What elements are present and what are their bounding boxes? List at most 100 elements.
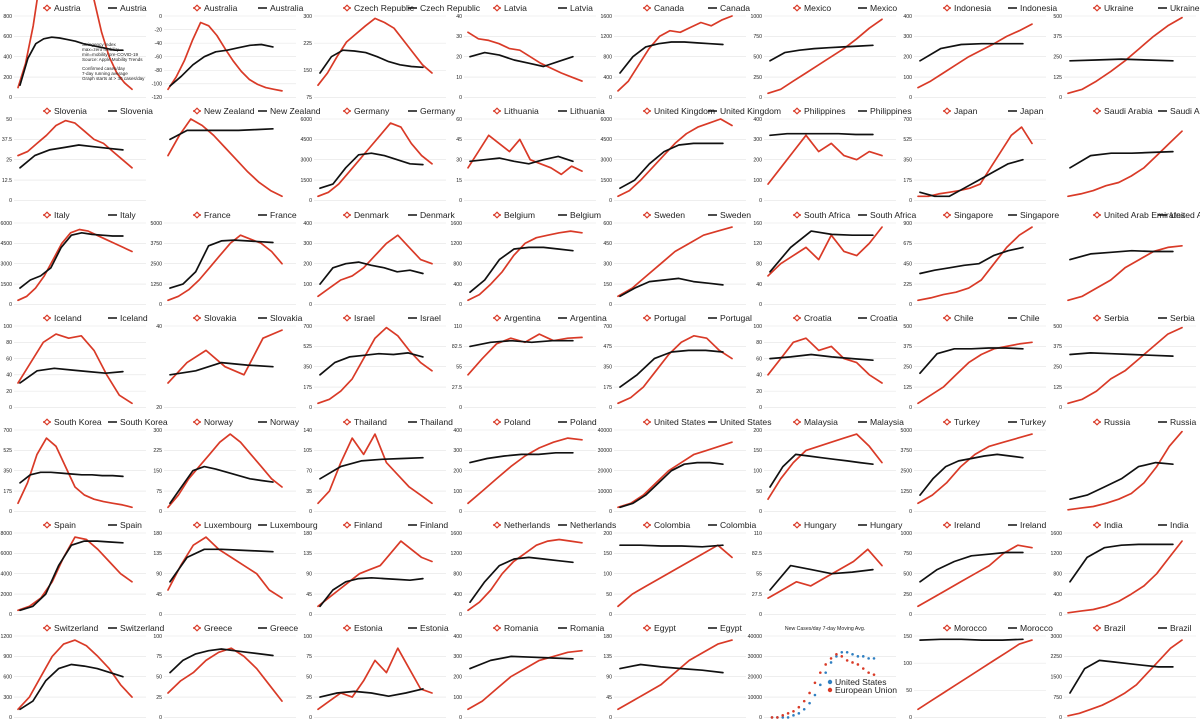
series-stringency-line [319,576,424,608]
data-point [792,710,795,713]
y-tick-label: 45 [156,592,162,598]
legend-diamond-icon [943,4,951,12]
legend-diamond-icon [943,314,951,322]
legend-stringency-label: Philippines [870,106,912,116]
y-tick-label: 1200 [1050,551,1062,557]
y-tick-label: 0 [459,199,462,205]
legend: France France [193,210,297,220]
y-tick-label: 350 [603,365,612,371]
legend-stringency-label: Denmark [420,210,456,220]
series-cases-line [317,647,433,711]
y-tick-label: 400 [453,634,462,640]
y-tick-label: 20000 [598,468,613,474]
series-stringency-line [919,551,1024,583]
chart-iceland: 100 80 60 40 20 0 Iceland Iceland [3,313,148,411]
chart-indonesia: 400 300 200 100 0 Indonesia Indonesia [903,3,1057,101]
y-tick-label: 4500 [600,138,612,144]
legend-diamond-icon [643,417,651,426]
data-point [851,661,854,665]
y-tick-label: 10000 [748,695,763,701]
y-tick-label: 20 [756,389,762,395]
chart-spain: 8000 6000 4000 2000 0 Spain Spain [0,520,146,618]
series-cases-line [467,134,583,176]
series-cases-line [17,120,133,170]
data-point [776,716,779,720]
y-tick-label: 80 [756,261,762,267]
y-tick-label: 55 [456,365,462,371]
y-tick-label: 50 [306,675,312,681]
y-tick-label: 400 [1053,592,1062,598]
series-cases-line [917,23,1033,89]
y-tick-label: 80 [756,340,762,346]
y-tick-label: 225 [903,282,912,288]
chart-russia: Russia Russia [1067,417,1196,511]
legend-cases-label: Hungary [804,520,837,530]
y-tick-label: 0 [459,612,462,618]
legend-diamond-icon [43,624,51,633]
legend-cases-label: Latvia [504,3,527,13]
series-stringency-line [469,556,574,604]
series-cases-line [317,122,433,198]
y-tick-label: 700 [303,324,312,330]
y-tick-label: 0 [159,302,162,308]
y-tick-label: 0 [9,199,12,205]
chart-chile: 500 375 250 125 0 Chile Chile [903,313,1046,411]
legend-stringency-label: Slovakia [270,313,303,323]
series-cases-line [467,538,583,612]
legend-diamond-icon [493,624,501,633]
y-tick-label: 175 [303,385,312,391]
y-tick-label: 0 [159,509,162,515]
legend: Philippines Philippines [793,106,911,116]
data-point [861,667,865,671]
legend-cases-label: India [1104,520,1123,530]
legend: Ireland Ireland [943,520,1046,530]
legend-stringency-label: Czech Republic [420,3,481,13]
legend-diamond-icon [793,314,801,322]
legend: Luxembourg Luxembourg [193,520,318,530]
y-tick-label: 6000 [0,221,12,227]
legend-cases-label: Czech Republic [354,3,415,13]
y-tick-label: 150 [753,448,762,454]
legend-cases-label: Indonesia [954,3,991,13]
y-tick-label: 100 [153,634,162,640]
annotation-stringency: min=mobility pre-COVID-19 [82,52,139,57]
series-stringency-line [1069,58,1174,62]
legend-diamond-icon [43,417,51,426]
legend-diamond-icon [1093,107,1101,116]
y-tick-label: 40 [156,324,162,330]
y-tick-label: 700 [603,324,612,330]
legend-cases-label: Lithuania [504,106,539,116]
legend: Japan Japan [943,106,1044,116]
series-cases-line [17,333,133,405]
y-tick-label: 800 [453,261,462,267]
legend-stringency-label: Chile [1020,313,1040,323]
y-tick-label: 27.5 [752,592,762,598]
legend-cases-label: Poland [504,417,531,427]
series-stringency-line [769,133,874,137]
y-tick-label: -100 [152,82,162,88]
y-tick-label: 3750 [150,241,162,247]
y-tick-label: 0 [609,612,612,618]
series-cases-line [917,639,1033,711]
series-cases-line [617,118,733,198]
legend-stringency-label: Switzerland [120,623,165,633]
series-cases-line [17,0,133,91]
y-tick-label: 0 [459,716,462,722]
y-tick-label: 0 [309,612,312,618]
series-cases-line [917,544,1033,608]
y-tick-label: 1500 [1050,675,1062,681]
annotation-cases: 7-day running average [82,71,128,76]
series-stringency-line [19,231,124,289]
legend-diamond-icon [643,211,651,219]
legend-stringency-label: Colombia [720,520,756,530]
legend-cases-label: Romania [504,623,539,633]
chart-latvia: 40 30 20 10 0 Latvia Latvia [456,3,596,101]
chart-comparison: 40000 30000 20000 10000 0 New Cases/day 7-day… [748,626,898,721]
series-stringency-line [169,128,274,141]
y-tick-label: 125 [1053,385,1062,391]
y-tick-label: 0 [909,302,912,308]
legend-diamond-icon [793,417,801,426]
y-tick-label: 375 [903,344,912,350]
legend-cases-label: Egypt [654,623,677,633]
